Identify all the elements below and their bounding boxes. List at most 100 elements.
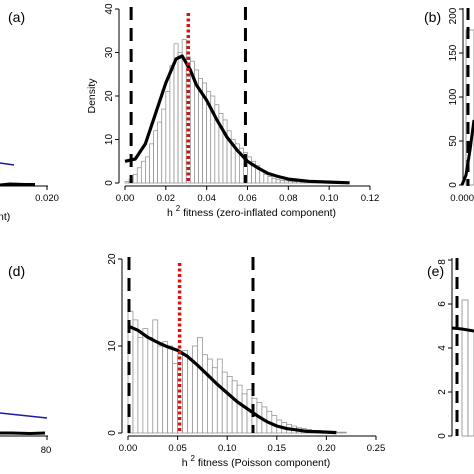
right-partial-panel-top: (b) 0 50 100 150 200 0.000 [424,7,474,204]
histogram-bar [202,354,208,434]
x-tick-label: 0.04 [197,193,216,204]
panel-label-b: (b) [424,9,441,25]
histogram-bar [132,173,138,184]
y-tick-label: 0 [104,180,115,186]
density-curve [127,324,337,435]
partial-tick-label: 80 [41,445,52,456]
histogram-bar [216,358,223,434]
histogram-bar [231,380,238,434]
histogram-bar [236,384,243,434]
x-axis-label: h 2 fitness (Poisson component) [182,454,331,469]
histogram-bar [162,341,169,434]
histogram-bar [147,336,154,434]
histogram-bar [292,181,297,184]
histogram-bar [197,336,203,434]
histogram-bar [142,328,149,434]
partial-ytick-label: 150 [448,44,459,61]
histogram-bar [182,350,188,434]
x-tick-label: 0.25 [367,443,386,454]
histogram-bar [177,354,183,434]
x-tick-label: 0.05 [168,443,187,454]
partial-ytick-label: 2 [437,389,448,395]
partial-ytick-label: 0 [437,433,448,439]
partial-bar [465,29,474,186]
histogram-bar [145,156,150,184]
histogram-bar [132,319,139,434]
y-axis-label: Density [86,78,98,114]
histogram-bar [177,52,183,184]
partial-black-curve [0,182,35,187]
panel-label-a: (a) [8,9,25,25]
histogram-bar [165,91,171,184]
histogram-bar [136,167,142,184]
x-tick-label: 0.10 [320,193,339,204]
histogram-bar [221,371,228,434]
partial-ytick-label: 200 [448,7,459,24]
partial-tick-label: 0.020 [35,193,59,204]
density-curve [124,54,350,185]
partial-blue-line [0,162,15,166]
y-tick-label: 30 [104,47,115,59]
histogram-bar [211,367,218,434]
histogram-bar [271,178,277,184]
histogram-bar [153,130,159,184]
y-tick-label: 40 [104,3,115,15]
partial-ytick-label: 50 [448,135,459,147]
partial-bar [467,329,474,437]
y-tick-label: 0 [107,430,118,436]
x-tick-label: 0.08 [279,193,298,204]
histogram-bar [263,173,269,184]
panel-label-d: (d) [8,263,25,279]
y-tick-label: 20 [104,90,115,102]
partial-bar [461,299,469,437]
x-tick-label: 0.12 [361,193,380,204]
partial-ytick-label: 0 [448,182,459,188]
panel-label-e: (e) [427,263,444,279]
histogram-bar [279,180,285,184]
y-tick-label: 10 [107,340,118,352]
partial-black-curve [0,431,46,436]
x-tick-label: 0.02 [157,193,176,204]
y-tick-label: 20 [107,253,118,265]
x-tick-label: 0.00 [116,193,135,204]
histogram-bar [267,176,273,184]
left-partial-panel-bottom: (d) 80 [0,263,51,456]
partial-xlabel-fragment: nt) [0,211,10,223]
histogram-bar [169,65,175,184]
x-tick-label: 0.20 [317,443,336,454]
histogram-bar [167,345,173,434]
x-axis-label: h 2 fitness (zero-inflated component) [167,204,336,219]
histogram-bar [157,345,164,434]
histogram-bar [137,336,144,434]
histogram-bar [226,376,233,434]
histogram-bar [340,431,347,434]
histogram-bar [124,181,130,184]
left-partial-panel-top: (a) 0.020 nt) [0,9,59,223]
histogram-bar [157,121,163,184]
partial-ytick-label: 100 [448,88,459,105]
x-tick-label: 0.00 [119,443,138,454]
histogram-bar [192,345,198,434]
partial-ytick-label: 6 [437,301,448,307]
histogram-bar [172,363,178,434]
right-partial-panel-bottom: (e) 0 2 4 6 8 [427,258,474,439]
partial-blue-line [0,412,48,419]
histogram-bar [287,180,293,184]
partial-ytick-label: 4 [437,345,448,351]
partial-density-curve [451,326,474,333]
y-tick-label: 10 [104,134,115,146]
histogram-panel-zero-inflated: 0 10 20 30 40 Density 0.00 0.02 0.04 0.06 0.08 0.10… [86,3,379,219]
histogram-bar [140,160,146,184]
x-tick-label: 0.06 [238,193,257,204]
x-tick-label: 0.15 [268,443,287,454]
histogram-bar [275,179,281,184]
x-tick-label: 0.10 [218,443,237,454]
histogram-bar [241,393,248,434]
histogram-bar [149,143,154,184]
histogram-bar [187,358,193,434]
partial-ytick-label: 8 [437,259,448,265]
partial-xtick-label: 0.000 [450,193,474,204]
histogram-bar [207,358,213,434]
histogram-bar [283,180,289,184]
